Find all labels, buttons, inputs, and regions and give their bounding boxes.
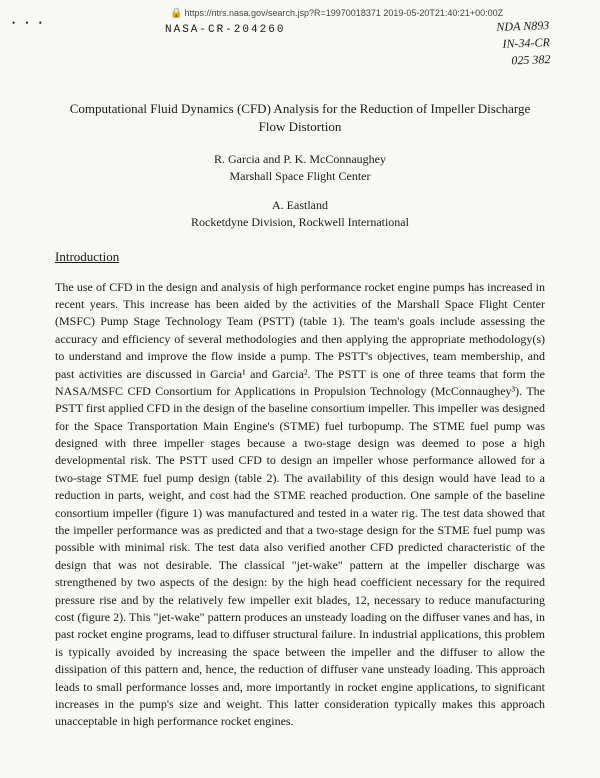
authors-group-2: A. Eastland Rocketdyne Division, Rockwel… (55, 197, 545, 231)
authors2-affiliation: Rocketdyne Division, Rockwell Internatio… (55, 214, 545, 231)
authors-group-1: R. Garcia and P. K. McConnaughey Marshal… (55, 151, 545, 185)
title-block: Computational Fluid Dynamics (CFD) Analy… (55, 100, 545, 231)
url-text: https://ntrs.nasa.gov/search.jsp?R=19970… (184, 8, 503, 18)
handwritten-annotations: NDA N893 IN-34-CR 025 382 (496, 17, 551, 69)
lock-icon: 🔒 (170, 8, 182, 19)
authors1-names: R. Garcia and P. K. McConnaughey (55, 151, 545, 168)
section-heading: Introduction (55, 249, 545, 265)
decorative-dots: • • • (12, 18, 46, 28)
authors2-names: A. Eastland (55, 197, 545, 214)
authors1-affiliation: Marshall Space Flight Center (55, 168, 545, 185)
report-number: NASA-CR-204260 (165, 24, 285, 36)
paper-title: Computational Fluid Dynamics (CFD) Analy… (55, 100, 545, 136)
source-url: 🔒https://ntrs.nasa.gov/search.jsp?R=1997… (170, 8, 503, 19)
body-paragraph: The use of CFD in the design and analysi… (55, 279, 545, 731)
